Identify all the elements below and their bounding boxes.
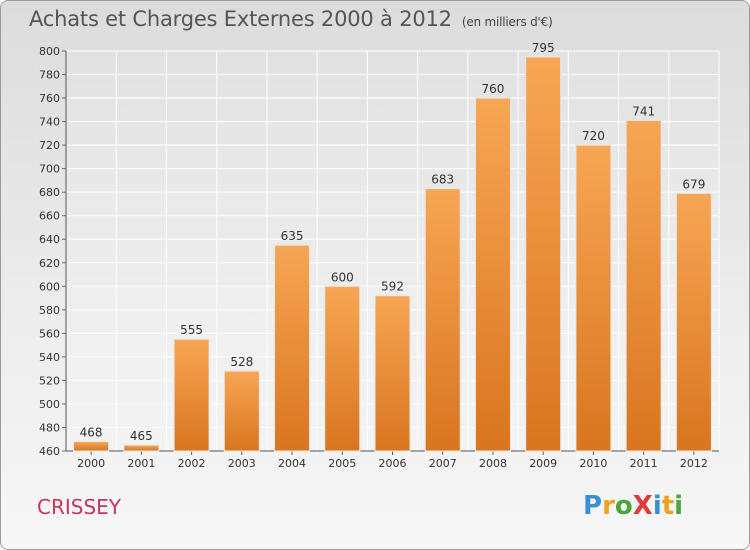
data-label: 600 [331, 270, 354, 284]
y-tick-label: 620 [39, 257, 60, 270]
bars [73, 56, 712, 452]
y-tick-label: 560 [39, 327, 60, 340]
x-tick-label: 2002 [178, 457, 206, 470]
bar [173, 338, 210, 452]
logo-letter: X [632, 491, 653, 521]
labels: 460 480 500 520 540 560 580 600 620 640 660 680 700 7… [39, 41, 708, 470]
chart-subtitle: (en milliers d'€) [461, 15, 553, 29]
y-tick-label: 660 [39, 210, 60, 223]
data-label: 465 [130, 429, 153, 443]
commune-name: CRISSEY [37, 495, 122, 519]
chart-title: Achats et Charges Externes 2000 à 2012 (e… [29, 7, 553, 31]
bar [625, 119, 662, 452]
bar [675, 192, 712, 452]
data-label: 760 [482, 82, 505, 96]
y-tick-label: 540 [39, 351, 60, 364]
bar [474, 97, 511, 452]
y-tick-label: 700 [39, 163, 60, 176]
y-tick-label: 780 [39, 69, 60, 82]
data-label: 795 [532, 41, 555, 55]
x-tick-label: 2007 [429, 457, 457, 470]
logo-letter: i [652, 491, 662, 521]
y-tick-label: 800 [39, 45, 60, 58]
bar [73, 441, 110, 452]
y-tick-label: 600 [39, 280, 60, 293]
x-tick-label: 2000 [77, 457, 105, 470]
data-label: 635 [281, 229, 304, 243]
x-tick-label: 2005 [328, 457, 356, 470]
y-tick-label: 640 [39, 233, 60, 246]
bar [525, 56, 562, 452]
x-tick-label: 2004 [278, 457, 306, 470]
x-tick-label: 2012 [680, 457, 708, 470]
logo-letter: P [583, 491, 603, 521]
data-label: 555 [180, 323, 203, 337]
y-tick-label: 720 [39, 139, 60, 152]
bar [274, 244, 311, 452]
y-tick-label: 580 [39, 304, 60, 317]
data-label: 741 [632, 104, 655, 118]
data-label: 468 [80, 426, 103, 440]
x-tick-label: 2008 [479, 457, 507, 470]
bar [223, 370, 260, 452]
bar [424, 188, 461, 452]
data-label: 679 [682, 177, 705, 191]
logo-letter: t [661, 491, 675, 521]
bar [575, 144, 612, 452]
logo-letter: o [614, 491, 633, 521]
proxiti-logo: ProXiti [583, 491, 683, 521]
logo-letter: r [602, 491, 615, 521]
y-tick-label: 480 [39, 421, 60, 434]
bar [123, 444, 160, 452]
x-tick-label: 2011 [630, 457, 658, 470]
bar [374, 295, 411, 452]
x-tick-label: 2001 [127, 457, 155, 470]
y-tick-label: 520 [39, 374, 60, 387]
data-label: 592 [381, 280, 404, 294]
data-label: 528 [230, 355, 253, 369]
data-label: 683 [431, 173, 454, 187]
x-tick-label: 2009 [529, 457, 557, 470]
x-tick-label: 2006 [379, 457, 407, 470]
data-label: 720 [582, 129, 605, 143]
y-tick-label: 680 [39, 186, 60, 199]
y-tick-label: 760 [39, 92, 60, 105]
x-tick-label: 2003 [228, 457, 256, 470]
logo-letter: i [674, 491, 684, 521]
y-tick-label: 740 [39, 116, 60, 129]
y-tick-label: 500 [39, 398, 60, 411]
bar [324, 285, 361, 452]
y-tick-label: 460 [39, 445, 60, 458]
x-tick-label: 2010 [579, 457, 607, 470]
chart-title-text: Achats et Charges Externes 2000 à 2012 [29, 7, 452, 31]
